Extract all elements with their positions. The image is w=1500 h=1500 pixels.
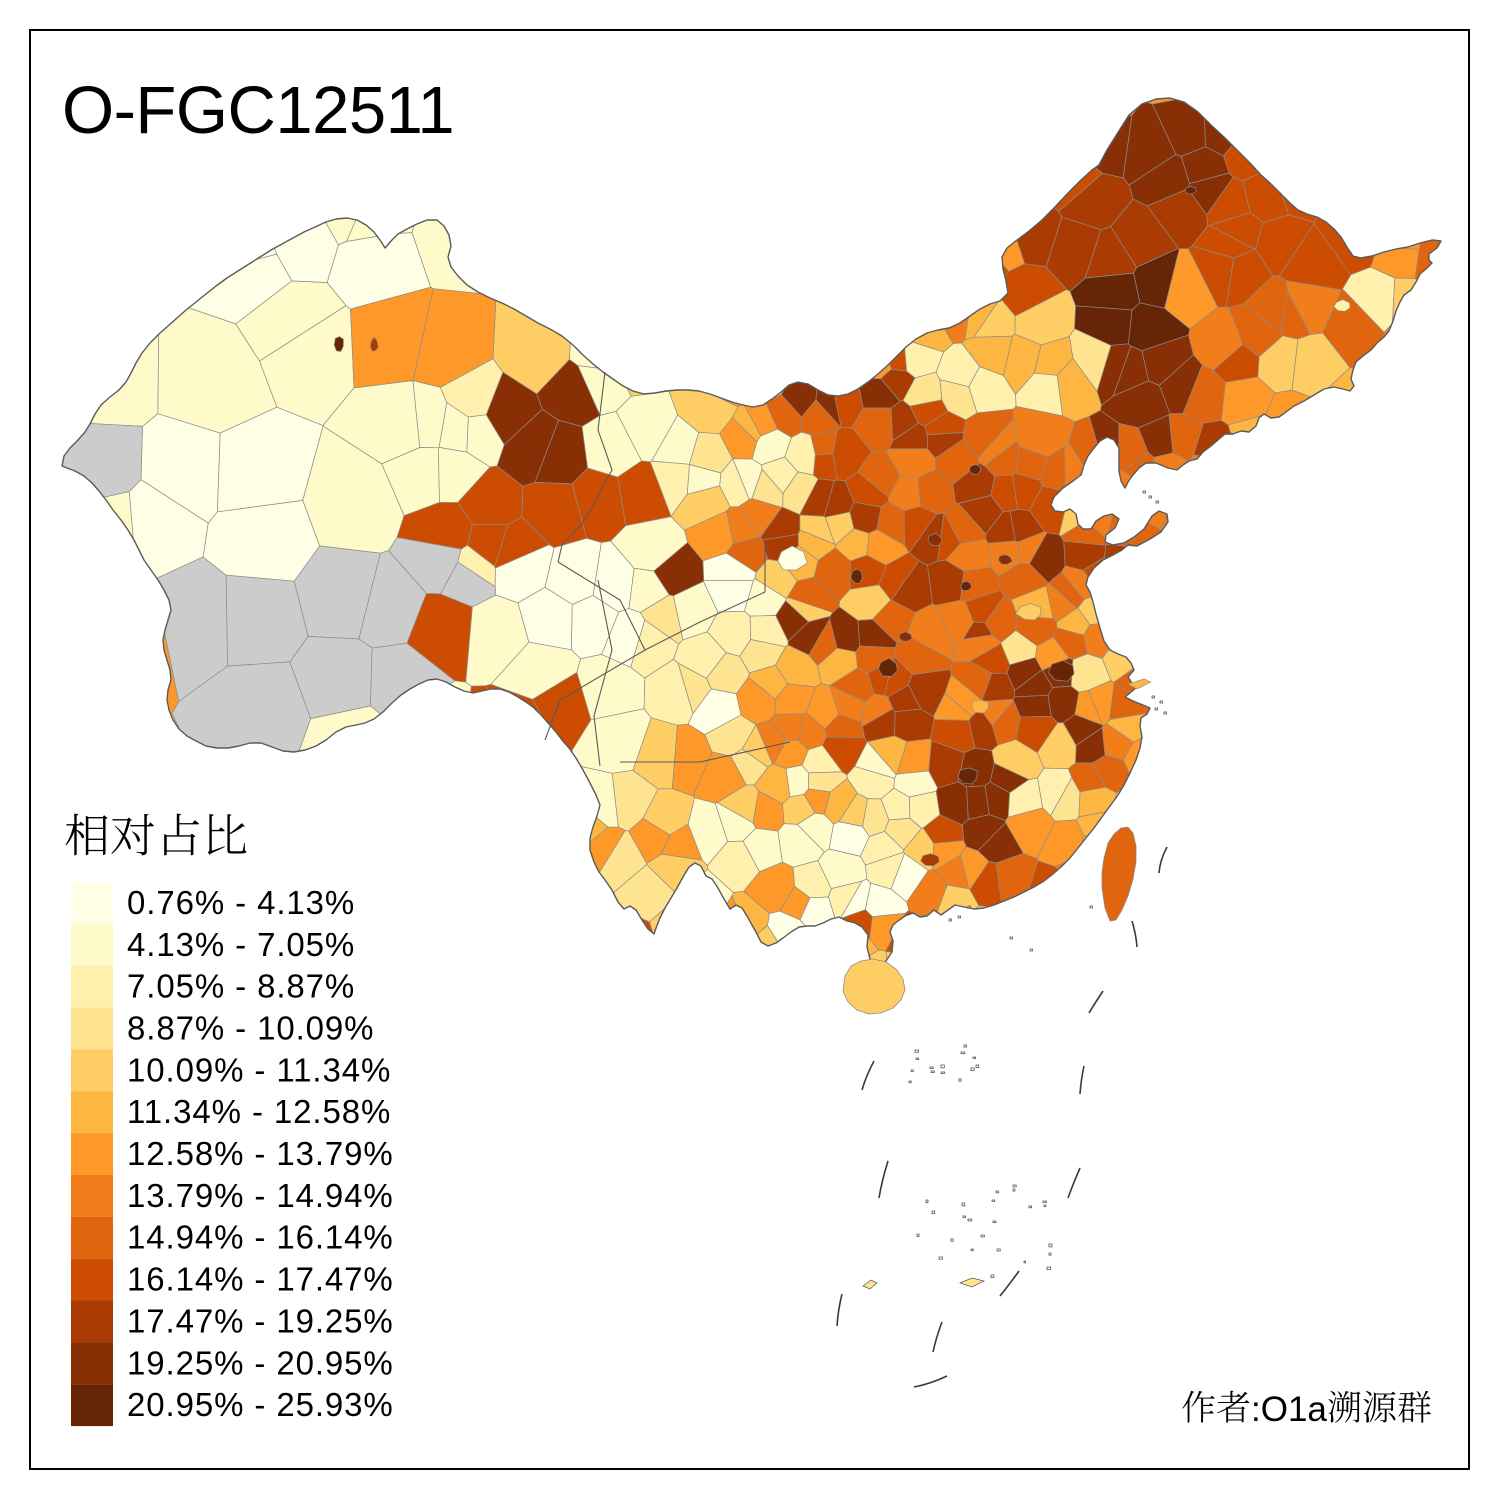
svg-text:20.95% - 25.93%: 20.95% - 25.93% (127, 1386, 394, 1423)
svg-text:8.87% - 10.09%: 8.87% - 10.09% (127, 1010, 374, 1047)
svg-text:10.09% - 11.34%: 10.09% - 11.34% (127, 1051, 391, 1088)
svg-text:11.34% - 12.58%: 11.34% - 12.58% (127, 1093, 391, 1130)
svg-text::O1a: :O1a (1251, 1390, 1327, 1429)
svg-text:16.14% - 17.47%: 16.14% - 17.47% (127, 1261, 394, 1298)
svg-text:12.58% - 13.79%: 12.58% - 13.79% (127, 1135, 394, 1172)
svg-text:14.94% - 16.14%: 14.94% - 16.14% (127, 1219, 394, 1256)
svg-text:13.79% - 14.94%: 13.79% - 14.94% (127, 1177, 394, 1214)
svg-text:7.05% - 8.87%: 7.05% - 8.87% (127, 968, 355, 1005)
svg-text:4.13% - 7.05%: 4.13% - 7.05% (127, 926, 355, 963)
svg-text:0.76% - 4.13%: 0.76% - 4.13% (127, 884, 355, 921)
svg-text:19.25% - 20.95%: 19.25% - 20.95% (127, 1344, 394, 1381)
svg-text:17.47% - 19.25%: 17.47% - 19.25% (127, 1302, 394, 1339)
svg-text:O-FGC12511: O-FGC12511 (62, 73, 454, 148)
